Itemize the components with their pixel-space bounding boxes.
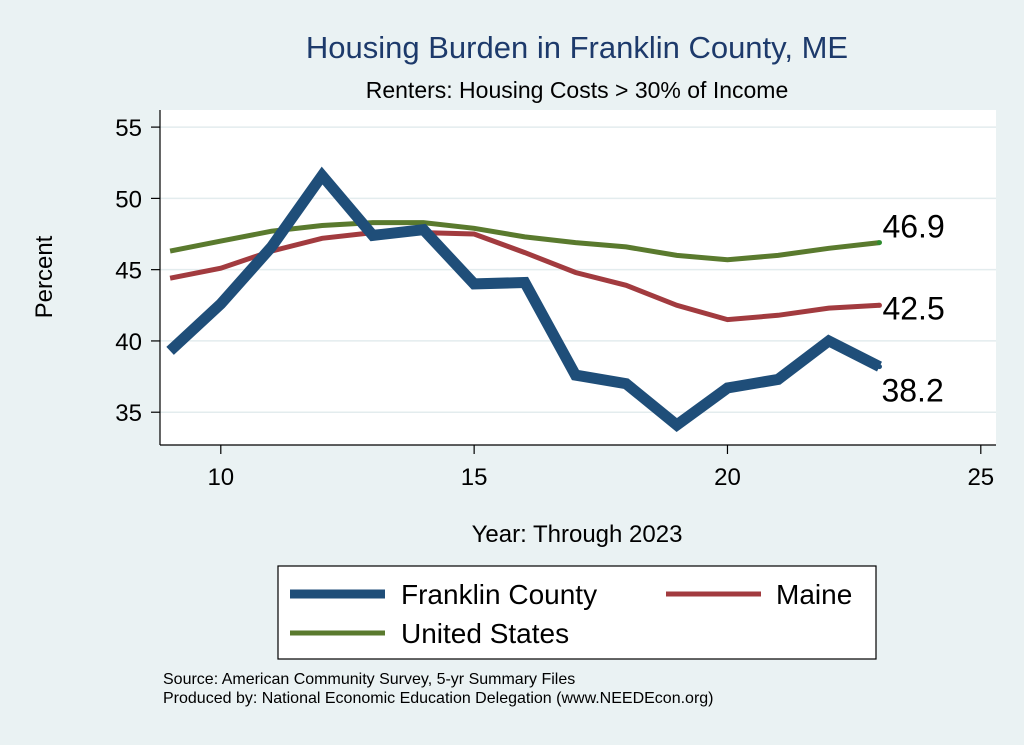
- x-tick-label-15: 15: [461, 464, 488, 491]
- y-tick-label-35: 35: [115, 400, 142, 427]
- end-labels: 46.9 42.5 38.2: [881, 209, 944, 409]
- y-tick-label-40: 40: [115, 329, 142, 356]
- end-point-united-states: [876, 240, 882, 246]
- chart-title: Housing Burden in Franklin County, ME: [306, 30, 848, 65]
- x-axis-title: Year: Through 2023: [472, 521, 683, 548]
- chart-subtitle: Renters: Housing Costs > 30% of Income: [366, 77, 789, 103]
- source-note: Source: American Community Survey, 5-yr …: [163, 671, 576, 688]
- end-point-franklin-county: [876, 364, 882, 370]
- x-tick-label-20: 20: [714, 464, 741, 491]
- y-tick-label-45: 45: [115, 258, 142, 285]
- axes: 35 40 45 50 55 10 15 20 25: [115, 110, 996, 491]
- end-label-franklin-county: 38.2: [881, 373, 943, 409]
- end-label-united-states: 46.9: [882, 209, 944, 245]
- y-tick-label-55: 55: [115, 115, 142, 142]
- legend-label-maine: Maine: [776, 579, 852, 610]
- legend-label-united-states: United States: [401, 618, 569, 649]
- series-line-maine: [169, 230, 880, 323]
- legend: Franklin County Maine United States: [277, 565, 877, 660]
- legend-box: [277, 565, 877, 660]
- legend-label-franklin-county: Franklin County: [401, 579, 597, 610]
- x-tick-label-25: 25: [967, 464, 994, 491]
- series-line-franklin-county: [166, 166, 882, 432]
- plot-area: [160, 110, 996, 445]
- end-label-maine: 42.5: [882, 290, 944, 326]
- y-axis-title: Percent: [31, 235, 58, 318]
- y-tick-label-50: 50: [115, 186, 142, 213]
- producer-note: Produced by: National Economic Education…: [163, 690, 714, 707]
- end-point-maine: [876, 302, 882, 308]
- series-lines: [166, 166, 882, 432]
- x-tick-label-10: 10: [207, 464, 234, 491]
